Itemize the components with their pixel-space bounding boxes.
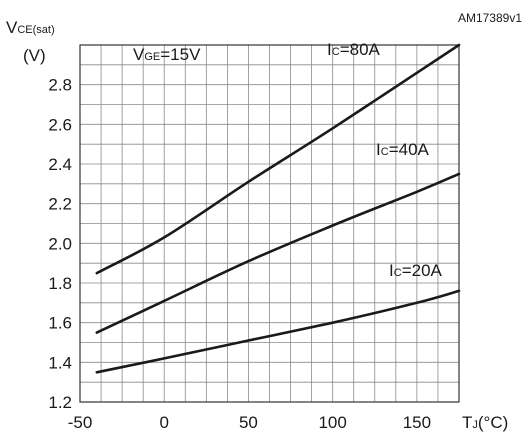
y-tick-label: 1.6: [48, 314, 72, 333]
x-axis-title: TJ(°C): [462, 413, 508, 432]
grid: [80, 45, 459, 402]
series-line-20a: [95, 289, 461, 374]
y-tick-label: 2.6: [48, 115, 72, 134]
condition-label: VGE=15V: [133, 45, 201, 64]
y-tick-label: 2.8: [48, 76, 72, 95]
y-tick-label: 2.0: [48, 234, 72, 253]
x-tick-label: 50: [239, 413, 258, 432]
series-lines: [95, 43, 461, 374]
series-label-80a: IC=80A: [327, 40, 381, 59]
y-axis-unit: (V): [23, 46, 46, 65]
x-tick-label: 100: [318, 413, 346, 432]
y-tick-label: 2.4: [48, 155, 72, 174]
x-ticks: -50 0 50 100 150: [68, 413, 431, 432]
series-line-40a: [95, 172, 461, 334]
plot-frame: [79, 44, 460, 403]
series-line-80a: [95, 43, 461, 275]
x-tick-label: 0: [159, 413, 168, 432]
y-ticks: 1.2 1.4 1.6 1.8 2.0 2.2 2.4 2.6 2.8: [48, 76, 72, 412]
y-axis-title: VCE(sat): [6, 18, 55, 37]
y-tick-label: 1.2: [48, 393, 72, 412]
y-tick-label: 1.4: [48, 353, 72, 372]
watermark: AM17389v1: [458, 11, 522, 25]
y-tick-label: 2.2: [48, 195, 72, 214]
series-label-20a: IC=20A: [389, 261, 443, 280]
y-tick-label: 1.8: [48, 274, 72, 293]
x-tick-label: -50: [68, 413, 93, 432]
x-tick-label: 150: [403, 413, 431, 432]
series-label-40a: IC=40A: [376, 140, 430, 159]
